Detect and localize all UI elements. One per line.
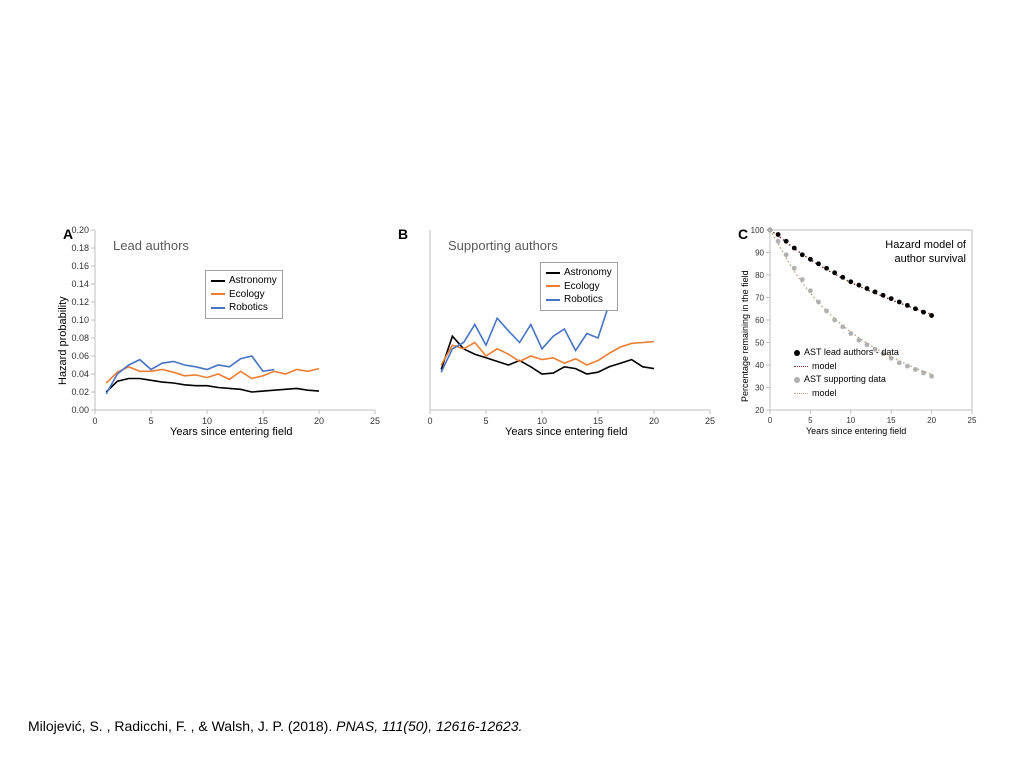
svg-text:15: 15	[887, 416, 896, 425]
svg-text:0.02: 0.02	[71, 387, 89, 397]
swatch-robotics	[546, 299, 560, 301]
citation-suffix: , 111(50), 12616-12623.	[374, 718, 522, 734]
svg-text:0: 0	[768, 416, 773, 425]
legend-c-lead-model: model	[794, 360, 899, 374]
svg-text:25: 25	[705, 416, 715, 426]
svg-text:20: 20	[927, 416, 936, 425]
legend-b-ecology-label: Ecology	[564, 280, 600, 294]
panel-c-title-line2: author survival	[885, 252, 966, 266]
legend-c-lead-data-label: AST lead authors - data	[804, 346, 899, 360]
svg-text:0.08: 0.08	[71, 333, 89, 343]
marker-supp-icon	[794, 377, 800, 383]
legend-c-supp-model-label: model	[812, 387, 837, 401]
legend-a-robotics-label: Robotics	[229, 301, 268, 315]
panel-a-xlabel: Years since entering field	[170, 426, 293, 438]
panel-a: A Lead authors 05101520250.000.020.040.0…	[95, 230, 375, 410]
swatch-ecology	[546, 285, 560, 287]
panel-a-title: Lead authors	[113, 238, 189, 253]
panel-a-label: A	[63, 226, 73, 242]
legend-c-supp-data-label: AST supporting data	[804, 373, 886, 387]
panel-b-xlabel: Years since entering field	[505, 426, 628, 438]
svg-text:50: 50	[755, 339, 764, 348]
panel-a-ylabel: Hazard probability	[57, 296, 69, 385]
legend-a-astronomy-label: Astronomy	[229, 274, 277, 288]
svg-text:100: 100	[751, 226, 765, 235]
legend-b: Astronomy Ecology Robotics	[540, 262, 618, 311]
svg-text:20: 20	[314, 416, 324, 426]
svg-text:70: 70	[755, 294, 764, 303]
legend-a-ecology-label: Ecology	[229, 288, 265, 302]
svg-text:15: 15	[258, 416, 268, 426]
legend-b-astronomy-label: Astronomy	[564, 266, 612, 280]
swatch-ecology	[211, 293, 225, 295]
citation: Milojević, S. , Radicchi, F. , & Walsh, …	[28, 718, 522, 734]
panel-c-ylabel: Percentage remaining in the field	[740, 270, 750, 402]
svg-text:80: 80	[755, 271, 764, 280]
svg-text:30: 30	[755, 384, 764, 393]
svg-text:15: 15	[593, 416, 603, 426]
legend-b-robotics-label: Robotics	[564, 293, 603, 307]
panel-b-label: B	[398, 226, 408, 242]
chart-a: 05101520250.000.020.040.060.080.100.120.…	[95, 230, 375, 410]
line-supp-model-icon	[794, 393, 808, 394]
legend-c-supp-data: AST supporting data	[794, 373, 899, 387]
panel-b: B Supporting authors 0510152025 Astronom…	[430, 230, 710, 410]
swatch-robotics	[211, 307, 225, 309]
svg-text:0.14: 0.14	[71, 279, 89, 289]
svg-text:0.06: 0.06	[71, 351, 89, 361]
svg-text:5: 5	[483, 416, 488, 426]
svg-text:0.04: 0.04	[71, 369, 89, 379]
svg-text:40: 40	[755, 361, 764, 370]
svg-text:60: 60	[755, 316, 764, 325]
svg-text:0.18: 0.18	[71, 243, 89, 253]
citation-prefix: Milojević, S. , Radicchi, F. , & Walsh, …	[28, 718, 336, 734]
legend-b-astronomy: Astronomy	[546, 266, 612, 280]
svg-text:0: 0	[427, 416, 432, 426]
legend-a-robotics: Robotics	[211, 301, 277, 315]
panel-b-title: Supporting authors	[448, 238, 558, 253]
citation-journal: PNAS	[336, 718, 374, 734]
svg-text:0.00: 0.00	[71, 405, 89, 415]
panel-c-xlabel: Years since entering field	[806, 426, 906, 436]
svg-text:0.16: 0.16	[71, 261, 89, 271]
svg-text:10: 10	[846, 416, 855, 425]
page-root: A Lead authors 05101520250.000.020.040.0…	[0, 0, 1024, 768]
legend-c-lead-data: AST lead authors - data	[794, 346, 899, 360]
svg-text:0.12: 0.12	[71, 297, 89, 307]
swatch-astronomy	[211, 280, 225, 282]
legend-a: Astronomy Ecology Robotics	[205, 270, 283, 319]
legend-b-ecology: Ecology	[546, 280, 612, 294]
svg-text:20: 20	[649, 416, 659, 426]
panel-c: C 05101520252030405060708090100 Hazard m…	[770, 230, 972, 410]
svg-text:10: 10	[202, 416, 212, 426]
legend-a-astronomy: Astronomy	[211, 274, 277, 288]
legend-c-supp-model: model	[794, 387, 899, 401]
svg-text:25: 25	[370, 416, 380, 426]
swatch-astronomy	[546, 272, 560, 274]
legend-a-ecology: Ecology	[211, 288, 277, 302]
svg-text:0: 0	[92, 416, 97, 426]
legend-c-lead-model-label: model	[812, 360, 837, 374]
svg-text:20: 20	[755, 406, 764, 415]
marker-lead-icon	[794, 350, 800, 356]
svg-text:0.10: 0.10	[71, 315, 89, 325]
svg-text:90: 90	[755, 249, 764, 258]
svg-text:5: 5	[808, 416, 813, 425]
svg-text:5: 5	[148, 416, 153, 426]
panel-c-title-line1: Hazard model of	[885, 238, 966, 252]
legend-c: AST lead authors - data model AST suppor…	[794, 346, 899, 400]
svg-text:25: 25	[968, 416, 977, 425]
svg-text:0.20: 0.20	[71, 225, 89, 235]
panel-c-label: C	[738, 226, 748, 242]
legend-b-robotics: Robotics	[546, 293, 612, 307]
panel-c-title: Hazard model of author survival	[885, 238, 966, 267]
chart-b: 0510152025	[430, 230, 710, 410]
svg-text:10: 10	[537, 416, 547, 426]
line-lead-model-icon	[794, 366, 808, 367]
